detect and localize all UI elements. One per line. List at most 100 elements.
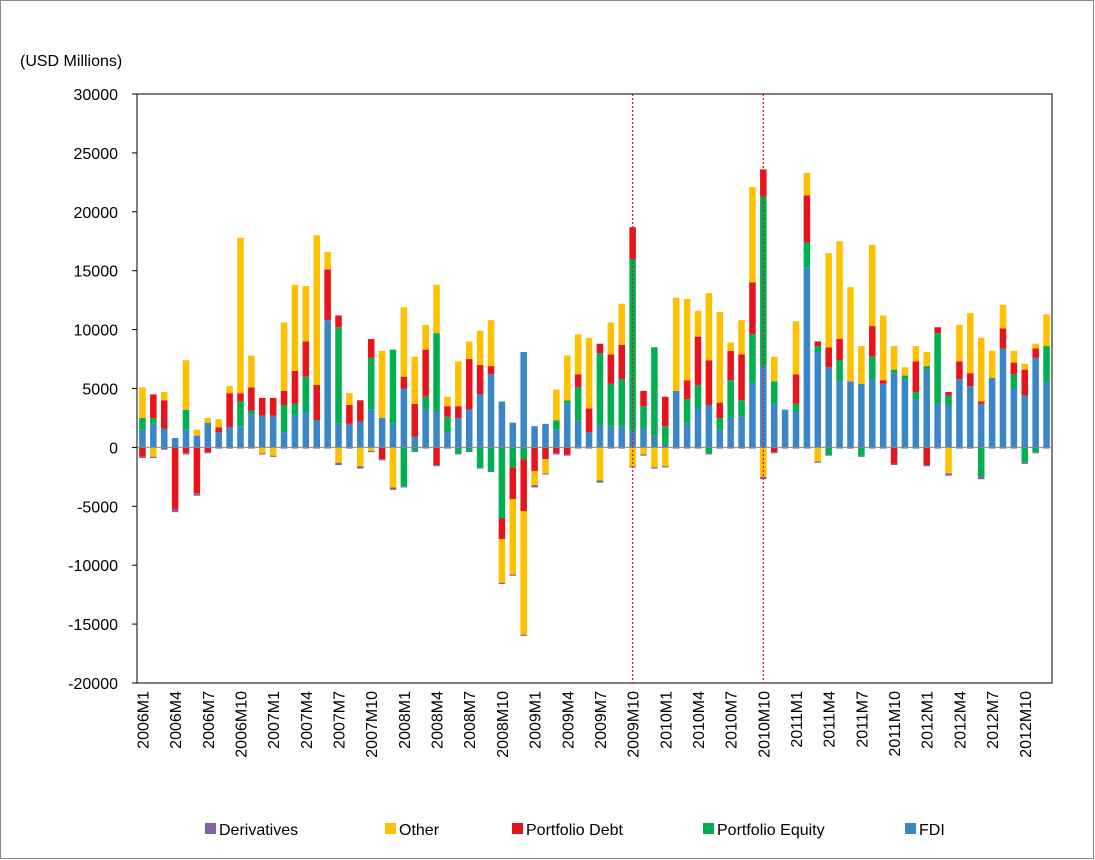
bar-segment — [574, 447, 582, 449]
bar-segment — [836, 381, 843, 448]
bar-segment — [280, 432, 288, 448]
bar-segment — [1043, 447, 1050, 449]
bar-segment — [803, 447, 811, 449]
bar-segment — [869, 447, 876, 449]
bar-segment — [400, 307, 408, 377]
bar-segment — [770, 452, 778, 454]
bar-segment — [662, 426, 669, 444]
bar-segment — [705, 447, 713, 454]
bar-segment — [204, 422, 212, 448]
bar-segment — [476, 364, 484, 395]
y-tick-label: 15000 — [74, 264, 119, 281]
bar-segment — [683, 399, 691, 424]
bar-segment — [803, 267, 811, 448]
bar-segment — [498, 518, 506, 540]
legend-swatch — [905, 823, 916, 834]
bar-segment — [313, 420, 320, 448]
bar-segment — [683, 380, 691, 400]
bar-segment — [770, 447, 778, 453]
bar-segment — [858, 455, 865, 457]
bar-segment — [988, 350, 996, 378]
bar-segment — [1010, 350, 1018, 363]
bar-segment — [1032, 452, 1039, 454]
bar-segment — [879, 315, 887, 381]
bar-segment — [400, 486, 408, 488]
bar-segment — [967, 313, 974, 374]
bar-segment — [346, 404, 353, 424]
bar-segment — [836, 360, 843, 382]
bar-segment — [1043, 382, 1050, 448]
bar-segment — [367, 357, 375, 410]
bar-segment — [727, 417, 734, 448]
bar-segment — [901, 375, 909, 380]
bar-segment — [803, 242, 811, 268]
bar-segment — [291, 415, 299, 448]
bar-segment — [749, 282, 756, 335]
x-tick-label: 2007M1 — [266, 691, 283, 749]
bar-segment — [422, 349, 429, 397]
bar-segment — [291, 284, 299, 371]
bar-segment — [411, 450, 419, 453]
bar-segment — [934, 403, 941, 448]
bar-segment — [694, 447, 702, 449]
bar-segment — [705, 404, 713, 448]
bar-segment — [378, 447, 386, 460]
bar-segment — [738, 447, 745, 449]
bar-segment — [869, 379, 876, 448]
y-axis-label: (USD Millions) — [20, 53, 122, 70]
bar-segment — [150, 456, 157, 459]
bar-segment — [465, 447, 473, 451]
bar-segment — [553, 453, 560, 455]
x-tick-label: 2012M4 — [952, 691, 969, 749]
bar-segment — [825, 454, 832, 456]
plot-area — [136, 93, 1053, 684]
bar-segment — [215, 447, 222, 449]
bar-segment — [367, 339, 375, 358]
bar-segment — [204, 452, 212, 454]
bar-segment — [357, 421, 364, 448]
x-tick-label: 2009M7 — [593, 691, 610, 749]
bar-segment — [792, 412, 800, 448]
bar-segment — [640, 454, 647, 456]
bar-segment — [367, 447, 375, 451]
bar-segment — [433, 284, 440, 334]
bar-segment — [727, 447, 734, 449]
bar-segment — [999, 328, 1007, 349]
bar-segment — [291, 370, 299, 404]
bar-segment — [498, 539, 506, 583]
bar-segment — [662, 447, 669, 467]
legend-label: Portfolio Debt — [526, 822, 623, 839]
bar-segment — [171, 447, 179, 510]
bar-segment — [934, 447, 941, 449]
bar-segment — [237, 426, 244, 448]
bar-segment — [1032, 343, 1039, 349]
bar-segment — [683, 423, 691, 448]
bar-segment — [259, 397, 266, 416]
y-tick-label: -10000 — [68, 558, 118, 575]
bar-segment — [977, 403, 985, 448]
bar-segment — [934, 333, 941, 404]
bar-segment — [226, 393, 233, 428]
bar-segment — [476, 467, 484, 469]
bar-segment — [1043, 346, 1050, 383]
bar-segment — [302, 412, 310, 448]
bar-segment — [313, 235, 320, 385]
bar-segment — [455, 361, 462, 407]
bar-segment — [988, 377, 996, 448]
bar-segment — [945, 404, 952, 448]
bar-segment — [640, 390, 647, 407]
y-tick-label: 30000 — [74, 87, 119, 104]
bar-segment — [346, 423, 353, 448]
bar-segment — [498, 582, 506, 585]
bar-segment — [1021, 395, 1029, 448]
bar-segment — [400, 447, 408, 487]
y-tick-label: 20000 — [74, 205, 119, 222]
bar-segment — [879, 447, 887, 449]
bar-segment — [215, 427, 222, 433]
bar-segment — [498, 401, 506, 448]
bar-segment — [749, 334, 756, 383]
bar-segment — [531, 485, 538, 488]
y-tick-label: 5000 — [82, 382, 118, 399]
bar-segment — [640, 428, 647, 448]
x-tick-label: 2009M10 — [626, 691, 643, 758]
